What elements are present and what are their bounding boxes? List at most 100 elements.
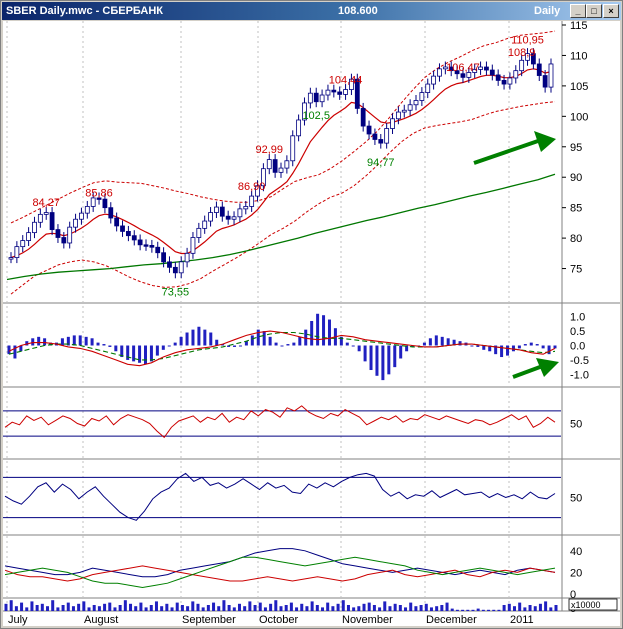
volume-bar [35,605,39,611]
macd-histogram-bar [138,345,142,363]
volume-bar [51,600,55,611]
macd-histogram-bar [411,345,415,347]
macd-histogram-bar [7,345,11,355]
candle-body [378,139,384,144]
candle-body [519,59,525,72]
candle-body [331,89,337,93]
macd-histogram-bar [256,329,260,346]
volume-bar [253,605,257,611]
candle-body [214,206,219,213]
macd-histogram-bar [250,335,254,346]
candle-body [32,221,37,234]
macd-histogram-bar [25,341,29,346]
candle-body [548,63,554,88]
candle-body [454,70,460,75]
candle-body [489,69,495,76]
macd-histogram-bar [274,342,278,346]
macd-histogram-bar [482,345,486,350]
volume-bar [497,609,501,611]
macd-histogram-bar [108,345,112,347]
macd-histogram-bar [90,338,94,346]
candle-body [395,111,401,120]
candle-body [8,257,14,260]
macd-histogram-bar [286,344,290,346]
volume-bar [186,606,190,611]
volume-bar [424,603,428,611]
price-tick-label: 115 [570,21,588,32]
macd-histogram-bar [19,345,23,352]
candle-body [325,89,331,96]
macd-histogram-bar [244,341,248,346]
macd-histogram-bar [535,344,539,346]
window-title: SBER Daily.mwc - СБЕРБАНК [6,5,163,17]
macd-histogram-bar [167,345,171,347]
macd-histogram-bar [185,332,189,346]
volume-bar [71,606,75,611]
macd-histogram-bar [488,345,492,352]
macd-histogram-bar [191,329,195,346]
volume-bar [248,601,252,611]
volume-bar [414,606,418,611]
trend-arrow [473,139,539,165]
candle-body [249,195,255,207]
candle-body [542,75,548,88]
volume-bar [383,601,387,611]
volume-bar [123,600,127,611]
ma-short-line [10,68,552,259]
macd-histogram-bar [78,335,82,346]
candle-body [484,66,489,71]
price-tick-label: 110 [570,50,588,62]
period-label: Daily [534,5,561,17]
macd-histogram-bar [203,329,207,346]
candle-body [143,244,149,247]
candle-body [530,53,536,65]
candle-body [407,104,413,111]
macd-signal-line [8,331,556,361]
restore-button[interactable]: □ [586,4,602,18]
candle-body [26,232,32,241]
volume-bar [191,601,195,611]
macd-histogram-bar [197,326,201,346]
stochastic-line [4,472,556,521]
dmi-tick-label: 0 [570,589,576,601]
title-bar[interactable]: SBER Daily.mwc - СБЕРБАНК 108.600 Daily … [2,2,621,20]
x-tick-label: October [259,614,298,626]
volume-bar [175,602,179,611]
volume-bar [404,607,408,611]
macd-arrow [512,365,541,379]
volume-bar [544,601,548,611]
candle-body [437,68,442,77]
volume-bar [445,602,449,611]
oscillator-tick-label: 50 [570,419,582,431]
candle-body [401,109,407,113]
minimize-button[interactable]: _ [570,4,586,18]
volume-bar [393,603,397,611]
volume-bar [77,603,81,611]
macd-tick-label: 1.0 [570,312,585,324]
last-price: 108.600 [338,5,378,17]
close-button[interactable]: × [603,4,619,18]
volume-bar [315,605,319,611]
volume-bar [305,606,309,611]
macd-histogram-bar [280,345,284,347]
volume-bar [201,607,205,611]
volume-bar [331,606,335,611]
candle-body [167,261,172,268]
macd-histogram-bar [49,342,53,346]
candle-body [125,231,131,237]
macd-histogram-bar [399,345,403,359]
volume-bar [346,605,350,611]
volume-bar [144,607,148,611]
volume-bar [461,609,465,611]
price-annotation: 85,86 [85,187,113,199]
volume-bar [367,602,371,611]
volume-bar [258,602,262,611]
volume-bar [523,607,527,611]
volume-bar [263,607,267,611]
candle-body [272,159,278,173]
macd-histogram-bar [523,344,527,346]
candle-body [43,212,49,215]
dmi-tick-label: 20 [570,567,582,579]
price-annotation: 86,90 [238,181,266,193]
